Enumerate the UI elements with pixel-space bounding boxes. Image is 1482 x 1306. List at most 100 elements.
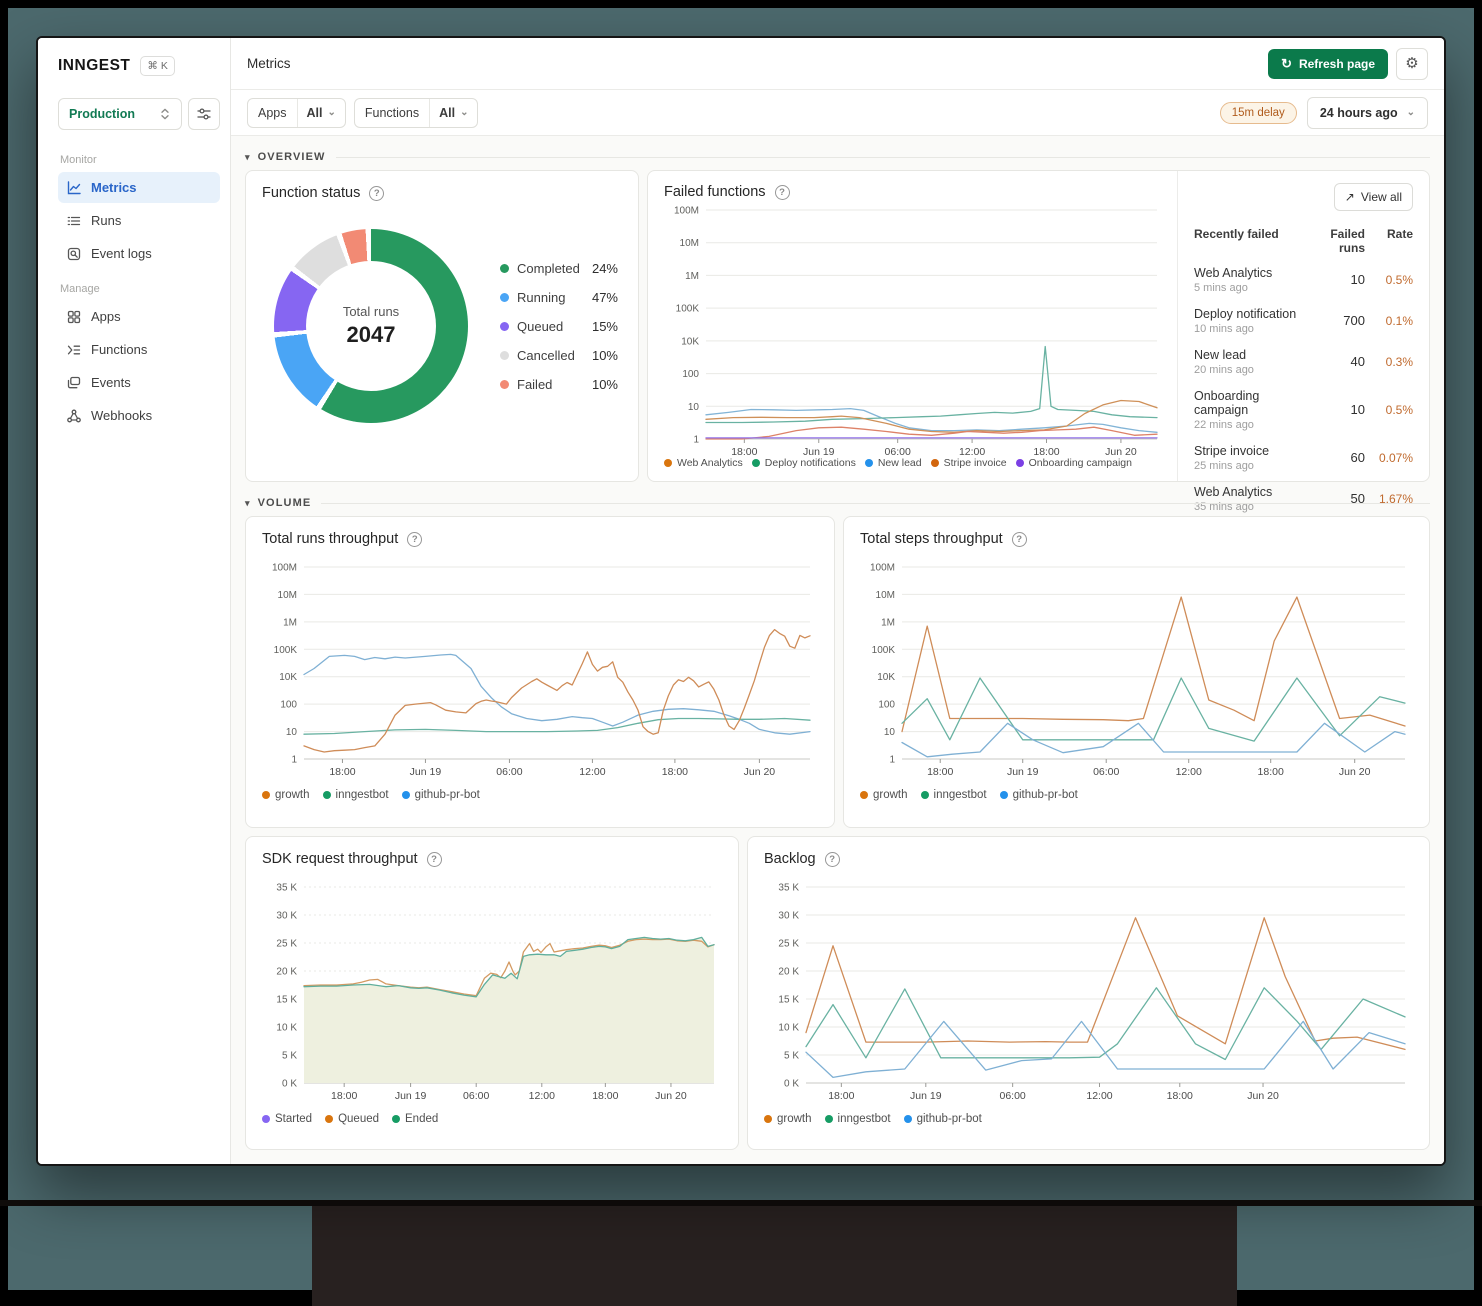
svg-text:100: 100 [280, 700, 297, 711]
settings-button[interactable]: ⚙ [1396, 47, 1428, 80]
svg-text:12:00: 12:00 [1086, 1090, 1112, 1102]
volume-section-label: VOLUME [257, 497, 312, 509]
gear-icon: ⚙ [1405, 55, 1419, 72]
functions-icon [67, 345, 81, 354]
legend-dot [751, 459, 760, 467]
table-row[interactable]: Web Analytics 35 mins ago 50 1.67% [1194, 478, 1413, 519]
sidebar-item-apps[interactable]: Apps [58, 301, 220, 332]
sidebar-item-metrics[interactable]: Metrics [58, 172, 220, 203]
total-runs-throughput-card: Total runs throughput ? 100M 10M 1M 100K 10K… [245, 516, 835, 828]
sidebar-item-webhooks[interactable]: Webhooks [58, 400, 220, 431]
legend-item: Onboarding campaign [1015, 457, 1132, 469]
total-runs-chart: 100M 10M 1M 100K 10K 100 10 1 18:00 Jun 19 06:00 12… [262, 561, 818, 783]
svg-text:5 K: 5 K [784, 1051, 799, 1062]
svg-text:18:00: 18:00 [1258, 766, 1284, 778]
command-k-shortcut[interactable]: ⌘ K [140, 56, 175, 76]
env-filter-button[interactable] [188, 98, 220, 130]
sidebar-item-label: Event logs [91, 246, 152, 261]
refresh-page-label: Refresh page [1298, 56, 1375, 71]
legend-dot [262, 791, 270, 799]
help-icon[interactable]: ? [824, 851, 840, 867]
recently-failed-table: Web Analytics 5 mins ago 10 0.5% Deploy noti… [1194, 259, 1413, 519]
legend-item: Failed 10% [500, 377, 618, 392]
table-row[interactable]: Stripe invoice 25 mins ago 60 0.07% [1194, 437, 1413, 478]
environment-select[interactable]: Production [58, 98, 182, 130]
legend-dot [1015, 459, 1024, 467]
legend-item: Stripe invoice [930, 457, 1007, 469]
refresh-page-button[interactable]: ↻ Refresh page [1268, 48, 1388, 79]
legend-item: github-pr-bot [903, 1113, 982, 1125]
svg-text:Jun 20: Jun 20 [1247, 1090, 1279, 1102]
sidebar-item-event-logs[interactable]: Event logs [58, 238, 220, 269]
failed-runs-value: 10 [1350, 402, 1365, 417]
column-header: Rate [1386, 227, 1413, 241]
failed-time: 10 mins ago [1194, 322, 1254, 335]
table-row[interactable]: Deploy notification 10 mins ago 700 0.1% [1194, 300, 1413, 341]
time-range-select[interactable]: 24 hours ago ⌄ [1306, 96, 1428, 129]
sidebar-item-label: Functions [91, 342, 148, 357]
help-icon[interactable]: ? [426, 851, 442, 867]
svg-text:100M: 100M [272, 563, 297, 574]
overview-section-label: OVERVIEW [257, 151, 326, 163]
sidebar-item-runs[interactable]: Runs [58, 205, 220, 236]
svg-text:12:00: 12:00 [529, 1090, 555, 1102]
event-logs-icon [67, 247, 81, 260]
card-title: Function status [262, 185, 361, 201]
help-icon[interactable]: ? [369, 185, 385, 201]
legend-dot [325, 1115, 334, 1123]
help-icon[interactable]: ? [774, 184, 790, 200]
legend-dot [999, 791, 1008, 799]
sidebar-item-label: Runs [91, 213, 122, 228]
help-icon[interactable]: ? [407, 531, 423, 547]
function-name: Deploy notification [1194, 306, 1297, 321]
legend-dot [664, 459, 672, 467]
table-row[interactable]: New lead 20 mins ago 40 0.3% [1194, 341, 1413, 382]
view-all-button[interactable]: ↗ View all [1333, 183, 1413, 211]
legend-item: Started [262, 1113, 312, 1125]
functions-filter[interactable]: Functions All ⌄ [353, 97, 479, 128]
apps-filter[interactable]: Apps All ⌄ [247, 97, 346, 128]
legend-dot [764, 1115, 772, 1123]
svg-text:18:00: 18:00 [662, 766, 688, 778]
main-area: Metrics ↻ Refresh page ⚙ Apps All [231, 38, 1444, 1164]
failed-runs-value: 10 [1350, 272, 1365, 287]
svg-text:10K: 10K [877, 672, 895, 683]
total-runs-value: 2047 [346, 322, 396, 347]
failed-functions-chart-legend: Web Analytics Deploy notifications New lea… [664, 457, 1165, 469]
functions-filter-value: All [439, 105, 456, 120]
svg-text:35 K: 35 K [276, 883, 297, 894]
sidebar-item-label: Events [91, 375, 131, 390]
total-steps-chart: 100M 10M 1M 100K 10K 100 10 1 18:00 Jun 19 06:00 12… [860, 561, 1413, 783]
function-status-legend: Completed 24% Running 47% Queued 15% Cancelled… [500, 261, 622, 392]
legend-item: Completed 24% [500, 261, 618, 276]
function-name: Stripe invoice [1194, 443, 1270, 458]
legend-item: Queued 15% [500, 319, 618, 334]
apps-filter-value: All [306, 105, 323, 120]
table-row[interactable]: Onboarding campaign 22 mins ago 10 0.5% [1194, 382, 1413, 437]
legend-dot [401, 791, 410, 799]
donut-center-label: Total runs [342, 304, 400, 319]
svg-text:06:00: 06:00 [885, 446, 911, 458]
desktop-background: INNGEST ⌘ K Production [0, 8, 1482, 1306]
svg-text:12:00: 12:00 [1176, 766, 1202, 778]
card-title: Total runs throughput [262, 531, 399, 547]
volume-section-header[interactable]: ▾ VOLUME [245, 490, 1430, 516]
sdk-request-throughput-card: SDK request throughput ? 35 K 30 K 25 K 20 … [245, 836, 739, 1150]
svg-text:30 K: 30 K [778, 911, 799, 922]
card-title: SDK request throughput [262, 851, 418, 867]
app-window: INNGEST ⌘ K Production [36, 36, 1446, 1166]
backlog-chart-legend: growth inngestbot github-pr-bot [764, 1113, 1413, 1125]
svg-text:12:00: 12:00 [959, 446, 985, 458]
sidebar-item-events[interactable]: Events [58, 367, 220, 398]
collapse-triangle-icon: ▾ [245, 497, 251, 508]
svg-text:18:00: 18:00 [1033, 446, 1059, 458]
help-icon[interactable]: ? [1011, 531, 1027, 547]
sidebar-item-functions[interactable]: Functions [58, 334, 220, 365]
table-row[interactable]: Web Analytics 5 mins ago 10 0.5% [1194, 259, 1413, 300]
legend-item: github-pr-bot [401, 789, 480, 801]
svg-text:20 K: 20 K [778, 967, 799, 978]
svg-text:35 K: 35 K [778, 883, 799, 894]
chevron-down-icon: ⌄ [460, 106, 469, 118]
overview-section-header[interactable]: ▾ OVERVIEW [245, 144, 1430, 170]
svg-text:06:00: 06:00 [463, 1090, 489, 1102]
